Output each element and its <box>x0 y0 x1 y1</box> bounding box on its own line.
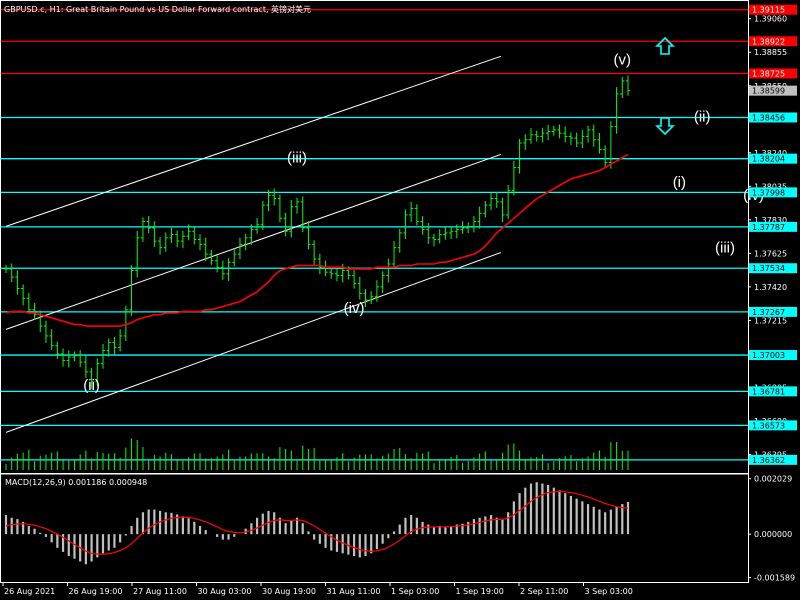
level-price-box <box>749 36 797 47</box>
time-tick-label: 27 Aug 11:00 <box>133 587 187 596</box>
time-tick-label: 3 Sep 03:00 <box>585 587 633 596</box>
wave-label: (ii) <box>694 109 711 126</box>
level-price-label: 1.38725 <box>752 69 785 78</box>
time-tick-label: 26 Aug 19:00 <box>69 587 123 596</box>
level-price-box <box>749 454 797 465</box>
level-price-box <box>749 4 797 15</box>
axis-labels: 1.39115 1.38922 1.38725 1.38456 1.38204 1.379… <box>749 4 797 465</box>
macd-tick-label: 0.000000 <box>754 530 792 539</box>
level-price-label: 1.38204 <box>752 155 785 164</box>
macd-tick-label: -0.001589 <box>754 574 795 583</box>
level-lines <box>0 9 748 461</box>
level-price-box <box>749 263 797 274</box>
price-tick-label: 1.37625 <box>754 249 787 258</box>
price-tick-label: 1.38240 <box>754 149 787 158</box>
time-tick-label: 1 Sep 03:00 <box>391 587 439 596</box>
price-bars <box>4 75 630 389</box>
level-price-box <box>749 68 797 79</box>
channel-line <box>5 153 502 330</box>
current-price-label: 1.38599 <box>752 87 785 96</box>
price-tick-label: 1.37420 <box>754 283 787 292</box>
level-price-box <box>749 153 797 164</box>
wave-label: (iv) <box>344 300 365 317</box>
macd-tick-label: 0.002029 <box>754 475 792 484</box>
main-frame <box>0 0 749 474</box>
price-tick-label: 1.38035 <box>754 182 787 191</box>
wave-label: (iii) <box>287 150 307 167</box>
level-price-label: 1.38456 <box>752 113 785 122</box>
level-price-label: 1.38922 <box>752 37 785 46</box>
level-price-box <box>749 221 797 232</box>
direction-arrows <box>655 36 675 136</box>
level-price-label: 1.36573 <box>752 421 785 430</box>
time-tick-label: 31 Aug 11:00 <box>327 587 381 596</box>
level-price-label: 1.36781 <box>752 387 785 396</box>
level-price-label: 1.36362 <box>752 456 785 465</box>
channel-line <box>5 252 502 433</box>
level-price-label: 1.39115 <box>752 6 785 15</box>
time-tick-label: 26 Aug 2021 <box>4 587 55 596</box>
level-price-box <box>749 306 797 317</box>
up-arrow-icon <box>655 36 675 55</box>
tick-volume-bars <box>5 438 629 470</box>
chart-title: GBPUSD.c, H1: Great Britain Pound vs US … <box>4 4 311 14</box>
level-price-box <box>749 386 797 397</box>
level-price-box <box>749 420 797 431</box>
level-price-label: 1.37787 <box>752 223 785 232</box>
level-price-label: 1.37534 <box>752 264 785 273</box>
macd-frame <box>0 473 749 583</box>
wave-label: (iii) <box>715 240 735 257</box>
price-tick-label: 1.37830 <box>754 216 787 225</box>
wave-labels: (ii)(iii)(iv)(v)(ii)(i)(iv)(iii) <box>83 51 764 393</box>
time-tick-label: 30 Aug 03:00 <box>198 587 252 596</box>
price-tick-label: 1.37215 <box>754 316 787 325</box>
channel-line <box>5 55 502 227</box>
macd-panel <box>4 482 630 565</box>
moving-average <box>5 153 629 327</box>
time-tick-label: 1 Sep 19:00 <box>456 587 504 596</box>
moving-average-line <box>5 153 629 327</box>
level-price-box <box>749 350 797 361</box>
down-arrow-icon <box>655 117 675 136</box>
level-price-box <box>749 187 797 198</box>
price-tick-label: 1.38855 <box>754 48 787 57</box>
trend-channel <box>5 55 502 433</box>
wave-label: (i) <box>673 174 686 191</box>
wave-label: (v) <box>614 51 632 68</box>
level-price-label: 1.37003 <box>752 351 785 360</box>
level-price-label: 1.37998 <box>752 188 785 197</box>
level-price-box <box>749 112 797 123</box>
time-tick-label: 30 Aug 19:00 <box>262 587 316 596</box>
current-price-box <box>749 85 797 96</box>
macd-signal-line <box>5 490 629 555</box>
time-tick-label: 2 Sep 11:00 <box>520 587 568 596</box>
wave-label: (ii) <box>83 377 100 394</box>
macd-label: MACD(12,26,9) 0.001186 0.000948 <box>5 478 147 487</box>
level-price-label: 1.37267 <box>752 308 785 317</box>
price-tick-label: 1.39060 <box>754 15 787 24</box>
